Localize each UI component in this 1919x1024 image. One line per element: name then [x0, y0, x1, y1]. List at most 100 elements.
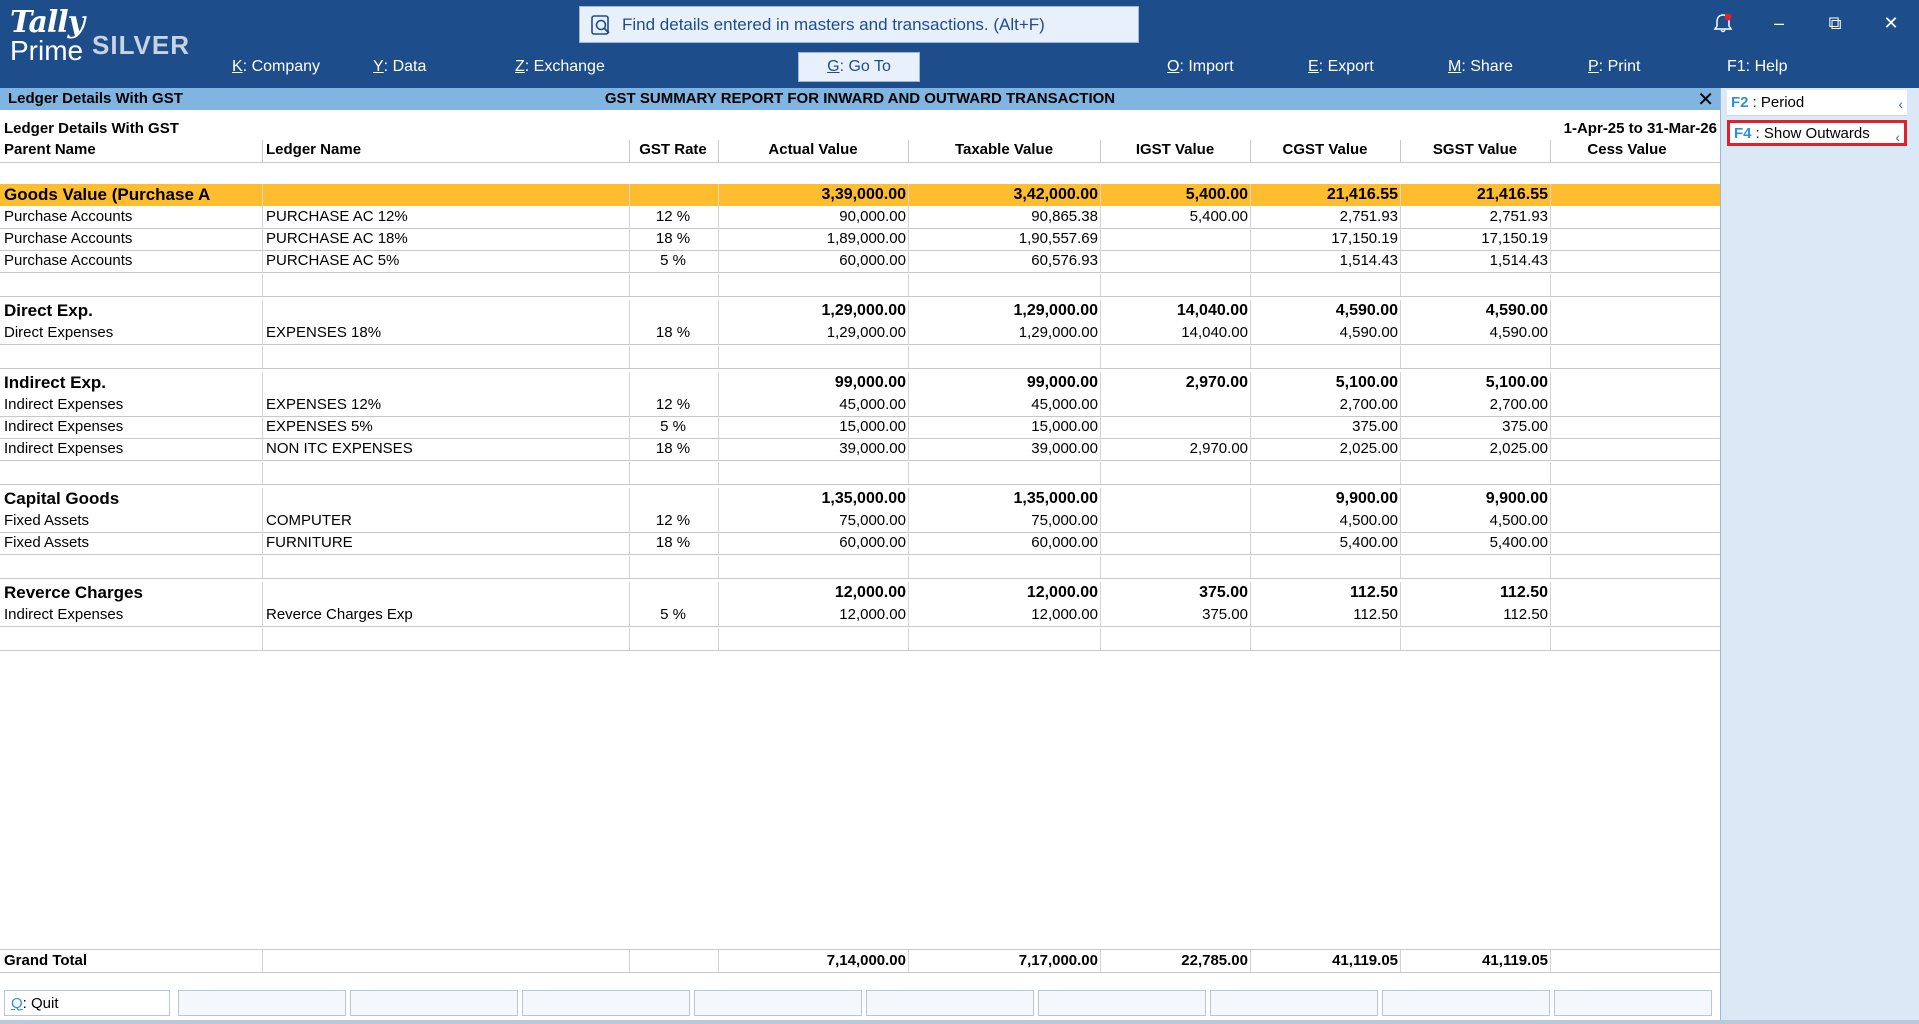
menu-go-to[interactable]: G: Go To — [798, 52, 920, 82]
column-divider — [718, 184, 719, 272]
ledger-row[interactable]: Indirect Expenses Reverce Charges Exp 5 % 1… — [0, 604, 1720, 626]
blank-row[interactable] — [0, 628, 1720, 650]
close-window-icon[interactable]: ✕ — [1883, 12, 1899, 33]
minimize-icon[interactable]: – — [1773, 12, 1784, 33]
menu-print[interactable]: P: Print — [1588, 58, 1641, 75]
cell-cess — [1552, 300, 1702, 322]
column-divider — [718, 556, 719, 578]
column-divider — [1250, 184, 1251, 272]
period-button[interactable]: F2: Period ‹ — [1727, 90, 1907, 116]
group-row[interactable]: Direct Exp. 1,29,000.00 1,29,000.00 14,040.… — [0, 300, 1720, 322]
ledger-row[interactable]: Indirect Expenses NON ITC EXPENSES 18 % 39,… — [0, 438, 1720, 460]
report-heading: GST SUMMARY REPORT FOR INWARD AND OUTWAR… — [604, 90, 1116, 107]
menu-help-label: Help — [1754, 58, 1788, 75]
cell-sgst: 5,400.00 — [1489, 534, 1548, 551]
cell-rate: 5 % — [660, 418, 686, 435]
report-period[interactable]: 1-Apr-25 to 31-Mar-26 — [1563, 120, 1717, 137]
column-divider — [629, 274, 630, 296]
menu-share-key: M — [1448, 58, 1462, 75]
footer-slot[interactable] — [866, 990, 1034, 1016]
notification-bell-icon[interactable] — [1712, 12, 1734, 34]
ledger-row[interactable]: Purchase Accounts PURCHASE AC 18% 18 % 1,89… — [0, 228, 1720, 250]
ledger-row[interactable]: Fixed Assets FURNITURE 18 % 60,000.00 60,000… — [0, 532, 1720, 554]
report-name: Ledger Details With GST — [8, 90, 183, 107]
cell-igst — [1102, 462, 1248, 484]
column-divider — [262, 556, 263, 578]
close-report-icon[interactable]: ✕ — [1697, 89, 1714, 111]
menu-export[interactable]: E: Export — [1308, 58, 1374, 75]
column-divider — [1100, 372, 1101, 460]
ledger-row[interactable]: Direct Expenses EXPENSES 18% 18 % 1,29,000.… — [0, 322, 1720, 344]
menu-data[interactable]: Y: Data — [373, 58, 427, 75]
cell-sgst — [1402, 462, 1548, 484]
cell-cess — [1552, 628, 1702, 650]
cell-actual — [720, 462, 906, 484]
menu-help[interactable]: F1: Help — [1727, 58, 1788, 75]
footer-slot[interactable] — [694, 990, 862, 1016]
column-divider — [629, 628, 630, 650]
column-divider — [1550, 582, 1551, 626]
cell-cgst: 2,025.00 — [1339, 440, 1398, 457]
cell-sgst: 21,416.55 — [1476, 186, 1548, 203]
ledger-row[interactable]: Indirect Expenses EXPENSES 5% 5 % 15,000.00… — [0, 416, 1720, 438]
column-divider — [262, 274, 263, 296]
cell-actual: 3,39,000.00 — [821, 186, 906, 203]
cell-rate — [630, 488, 716, 510]
grand-total-row[interactable]: Grand Total 7,14,000.00 7,17,000.00 22,785.… — [0, 950, 1720, 972]
cell-actual: 60,000.00 — [839, 534, 906, 551]
column-divider — [718, 628, 719, 650]
footer-slot[interactable] — [1382, 990, 1550, 1016]
cell-parent — [4, 346, 210, 368]
menu-company[interactable]: K: Company — [232, 58, 321, 75]
blank-row[interactable] — [0, 462, 1720, 484]
column-divider — [1550, 300, 1551, 344]
blank-row[interactable] — [0, 346, 1720, 368]
cell-cgst — [1252, 274, 1398, 296]
footer-slot[interactable] — [522, 990, 690, 1016]
ledger-row[interactable]: Fixed Assets COMPUTER 12 % 75,000.00 75,000.… — [0, 510, 1720, 532]
cell-taxable: 99,000.00 — [1026, 374, 1098, 391]
footer-slot[interactable] — [1554, 990, 1712, 1016]
group-row[interactable]: Goods Value (Purchase Ac) 3,39,000.00 3,42… — [0, 184, 1720, 206]
quit-button[interactable]: Q: Quit — [4, 990, 170, 1016]
menu-exchange-label: Exchange — [533, 58, 605, 75]
cell-cgst: 5,400.00 — [1339, 534, 1398, 551]
cell-rate — [630, 274, 716, 296]
column-divider — [1400, 556, 1401, 578]
footer-slot[interactable] — [350, 990, 518, 1016]
footer-slot[interactable] — [1038, 990, 1206, 1016]
cell-igst — [1102, 346, 1248, 368]
column-header: Ledger Name — [266, 141, 362, 158]
ledger-row[interactable]: Purchase Accounts PURCHASE AC 5% 5 % 60,000… — [0, 250, 1720, 272]
menu-exchange[interactable]: Z: Exchange — [515, 58, 605, 75]
cell-ledger: NON ITC EXPENSES — [266, 440, 413, 457]
menu-share[interactable]: M: Share — [1448, 58, 1513, 75]
ledger-row[interactable]: Purchase Accounts PURCHASE AC 12% 12 % 90,0… — [0, 206, 1720, 228]
ledger-row[interactable]: Indirect Expenses EXPENSES 12% 12 % 45,000.… — [0, 394, 1720, 416]
search-bar[interactable]: Find details entered in masters and tran… — [579, 6, 1139, 43]
column-header: CGST Value — [1282, 141, 1368, 158]
group-row[interactable]: Indirect Exp. 99,000.00 99,000.00 2,970.00 5… — [0, 372, 1720, 394]
cell-cgst: 4,590.00 — [1339, 324, 1398, 341]
cell-parent: Indirect Expenses — [4, 606, 124, 623]
column-divider — [1250, 274, 1251, 296]
restore-icon[interactable]: ⧉ — [1828, 12, 1842, 33]
show-outwards-button[interactable]: F4: Show Outwards ‹ — [1727, 120, 1907, 146]
column-divider — [1100, 300, 1101, 344]
cell-cess — [1552, 346, 1702, 368]
cell-sgst: 17,150.19 — [1481, 230, 1548, 247]
footer-slot[interactable] — [178, 990, 346, 1016]
column-divider — [1100, 488, 1101, 554]
column-divider — [629, 184, 630, 272]
column-divider — [629, 582, 630, 626]
blank-row[interactable] — [0, 274, 1720, 296]
group-row[interactable]: Reverce Charges 12,000.00 12,000.00 375.00 1… — [0, 582, 1720, 604]
footer-slot[interactable] — [1210, 990, 1378, 1016]
cell-igst — [1102, 394, 1248, 416]
menu-import[interactable]: O: Import — [1167, 58, 1234, 75]
cell-cess — [1552, 274, 1702, 296]
column-divider — [1400, 582, 1401, 626]
blank-row[interactable] — [0, 556, 1720, 578]
group-row[interactable]: Capital Goods 1,35,000.00 1,35,000.00 9,900… — [0, 488, 1720, 510]
column-divider — [629, 462, 630, 484]
